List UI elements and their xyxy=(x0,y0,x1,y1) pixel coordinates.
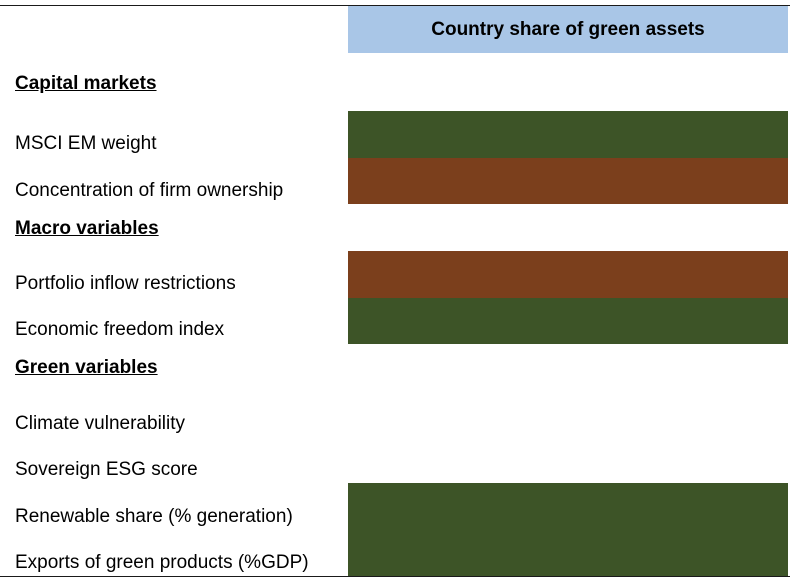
top-rule xyxy=(0,5,790,6)
row-label-msci-em-weight: MSCI EM weight xyxy=(15,133,157,154)
cell-sovereign-esg-score xyxy=(348,437,788,483)
row-label-economic-freedom-index: Economic freedom index xyxy=(15,319,225,340)
section-heading-green-variables: Green variables xyxy=(15,357,158,378)
row-label-portfolio-inflow-restrictions: Portfolio inflow restrictions xyxy=(15,273,236,294)
column-header: Country share of green assets xyxy=(348,6,788,53)
column-header-label: Country share of green assets xyxy=(431,18,705,40)
row-label-renewable-share: Renewable share (% generation) xyxy=(15,506,293,527)
cell-economic-freedom-index xyxy=(348,298,788,344)
section-heading-capital-markets: Capital markets xyxy=(15,73,157,94)
section-heading-macro-variables: Macro variables xyxy=(15,218,159,239)
cell-msci-em-weight xyxy=(348,111,788,158)
cell-renewable-share xyxy=(348,483,788,530)
cell-concentration-firm-ownership xyxy=(348,158,788,204)
cell-exports-green-products xyxy=(348,530,788,576)
bottom-rule xyxy=(0,576,790,577)
row-label-climate-vulnerability: Climate vulnerability xyxy=(15,413,186,434)
cell-portfolio-inflow-restrictions xyxy=(348,251,788,298)
cell-climate-vulnerability xyxy=(348,390,788,437)
row-label-exports-green-products: Exports of green products (%GDP) xyxy=(15,552,309,573)
row-label-sovereign-esg-score: Sovereign ESG score xyxy=(15,459,198,480)
row-label-concentration-firm-ownership: Concentration of firm ownership xyxy=(15,180,284,201)
